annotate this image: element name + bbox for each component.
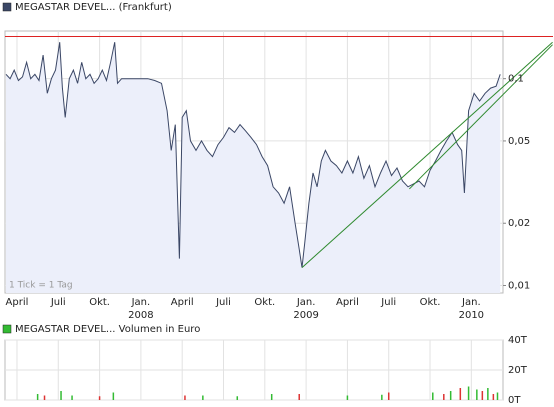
y-tick-label: 0,02 [508,218,530,229]
volume-bar [449,391,452,400]
x-tick-label: Okt. [254,297,275,308]
volume-bar [184,395,186,400]
volume-bar [236,396,239,400]
x-year-label: 2009 [293,310,318,321]
x-tick-label: April [6,297,29,308]
volume-bar [202,395,204,400]
volume-bar [487,388,489,400]
legend-label: MEGASTAR DEVEL... (Frankfurt) [15,2,172,13]
x-tick-label: April [336,297,359,308]
volume-bar [381,394,383,400]
trend-line [409,44,553,190]
y-tick-label: 0T [508,395,521,406]
y-tick-label: 40T [508,335,528,346]
legend-label: MEGASTAR DEVEL... Volumen in Euro [15,324,200,335]
x-tick-label: Jan. [461,297,481,308]
volume-bar [496,392,499,400]
price-line [5,42,501,268]
x-tick-label: Okt. [420,297,441,308]
x-tick-label: April [171,297,194,308]
volume-bar [270,394,273,400]
volume-bar [98,396,101,400]
annotation: 1 Tick = 1 Tag [9,281,73,291]
volume-bar [492,394,495,400]
volume-bar [432,392,434,400]
volume-bar [71,395,73,400]
volume-bar [298,394,300,400]
x-tick-label: Jan. [131,297,151,308]
y-tick-label: 0,01 [508,281,530,292]
volume-bar [459,388,462,400]
x-tick-label: Juli [50,297,66,308]
x-tick-label: Juli [215,297,231,308]
trend-line [301,41,553,269]
y-tick-label: 0,05 [508,136,530,147]
volume-bar [467,386,470,400]
x-tick-label: Okt. [89,297,110,308]
volume-bar [112,392,115,400]
volume-bar [346,395,349,400]
y-tick-label: 20T [508,365,528,376]
legend-swatch [2,2,12,12]
volume-bar [481,391,484,400]
volume-bar [443,394,445,400]
x-tick-label: Jan. [296,297,316,308]
x-tick-label: Juli [380,297,396,308]
x-year-label: 2010 [459,310,484,321]
volume-bar [476,389,478,400]
volume-bar [60,391,62,400]
legend-swatch [2,324,12,334]
volume-bar [387,392,390,400]
y-tick-label: 0,1 [508,74,524,85]
volume-bar [43,395,46,400]
volume-bar [36,394,39,400]
x-year-label: 2008 [128,310,153,321]
area [5,42,501,294]
